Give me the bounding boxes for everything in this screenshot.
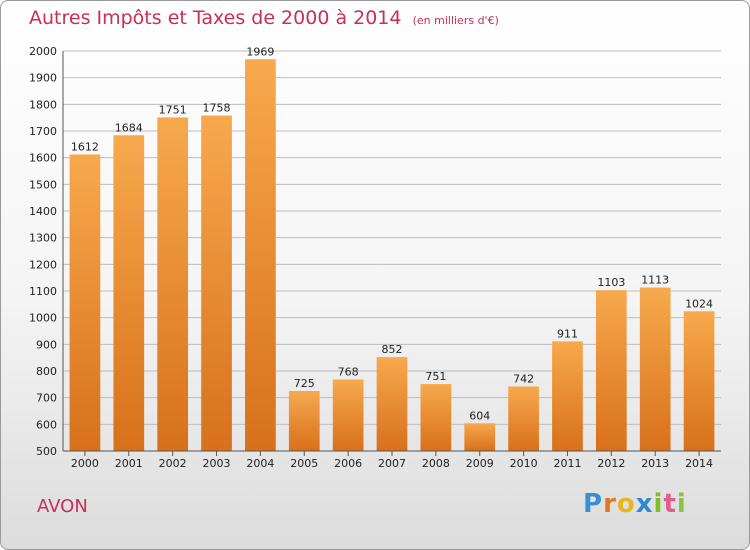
x-tick-label: 2007 — [378, 457, 406, 470]
x-tick-label: 2010 — [510, 457, 538, 470]
bar — [245, 59, 276, 452]
x-tick-label: 2005 — [290, 457, 318, 470]
bar — [595, 290, 627, 451]
bar-value-label: 742 — [513, 372, 534, 385]
axes — [62, 51, 721, 452]
y-tick-label: 700 — [36, 392, 57, 405]
bar-value-label: 604 — [469, 409, 490, 422]
x-tick-label: 2003 — [203, 457, 231, 470]
x-axis-ticks: 2000 2001 2002 2003 2004 2005 2006 2007 2008 2009… — [71, 451, 713, 470]
logo-letter: i — [676, 489, 687, 519]
bar-value-label: 1024 — [685, 297, 713, 310]
logo-letter: x — [635, 489, 654, 519]
bar — [69, 154, 101, 451]
value-labels: 1612 1684 1751 1758 1969 725 768 852 751 604 742 91… — [71, 45, 713, 422]
x-tick-label: 2009 — [466, 457, 494, 470]
x-tick-label: 2013 — [641, 457, 669, 470]
bar — [464, 423, 496, 451]
x-tick-label: 2008 — [422, 457, 450, 470]
bar-value-label: 1969 — [246, 45, 274, 58]
bar — [332, 379, 364, 451]
bar — [113, 135, 145, 451]
bar — [201, 115, 232, 452]
logo-letter: i — [653, 489, 664, 519]
bar-value-label: 1758 — [203, 102, 231, 115]
bar-value-label: 1103 — [597, 276, 625, 289]
logo-letter: t — [663, 489, 677, 519]
y-tick-label: 800 — [36, 365, 57, 378]
bar-value-label: 852 — [382, 343, 403, 356]
logo-letter: o — [616, 489, 636, 519]
y-tick-label: 1200 — [29, 258, 57, 271]
bars — [69, 59, 715, 452]
y-tick-label: 2000 — [29, 45, 57, 58]
x-tick-label: 2001 — [115, 457, 143, 470]
bar — [288, 391, 320, 451]
bar-value-label: 751 — [425, 370, 446, 383]
y-tick-label: 900 — [36, 338, 57, 351]
bar-value-label: 725 — [294, 377, 315, 390]
bar-value-label: 1612 — [71, 140, 99, 153]
bar-value-label: 768 — [338, 366, 359, 379]
bar — [420, 384, 452, 451]
commune-name: AVON — [37, 496, 88, 517]
x-tick-label: 2006 — [334, 457, 362, 470]
y-tick-label: 1800 — [29, 98, 57, 111]
chart-unit-note: (en milliers d'€) — [412, 14, 499, 27]
logo-letter: P — [583, 489, 604, 519]
y-tick-label: 500 — [36, 445, 57, 458]
bar-value-label: 1684 — [115, 121, 143, 134]
y-axis-ticks: 500 600 700 800 900 1000 1100 1200 1300 1400 1500 1… — [29, 45, 57, 458]
bar-value-label: 1751 — [159, 103, 187, 116]
y-tick-label: 1400 — [29, 205, 57, 218]
bar — [683, 311, 715, 451]
x-tick-label: 2004 — [246, 457, 274, 470]
bar — [639, 287, 671, 451]
logo-letter: r — [603, 489, 617, 519]
x-tick-label: 2011 — [553, 457, 581, 470]
y-tick-label: 1900 — [29, 72, 57, 85]
x-tick-label: 2012 — [597, 457, 625, 470]
y-tick-label: 600 — [36, 418, 57, 431]
bar — [376, 357, 408, 451]
y-tick-label: 1700 — [29, 125, 57, 138]
y-tick-label: 1500 — [29, 178, 57, 191]
y-tick-label: 1000 — [29, 312, 57, 325]
bar — [508, 386, 539, 451]
bar — [157, 117, 189, 452]
proxiti-logo: Proxiti — [583, 489, 687, 519]
chart-title: Autres Impôts et Taxes de 2000 à 2014 (e… — [29, 7, 499, 29]
x-tick-label: 2014 — [685, 457, 713, 470]
y-tick-label: 1600 — [29, 152, 57, 165]
bar — [552, 341, 583, 451]
x-tick-label: 2002 — [159, 457, 187, 470]
y-tick-label: 1100 — [29, 285, 57, 298]
y-tick-label: 1300 — [29, 232, 57, 245]
chart-title-main: Autres Impôts et Taxes de 2000 à 2014 — [29, 7, 402, 29]
bar-value-label: 911 — [557, 327, 578, 340]
bar-value-label: 1113 — [641, 274, 669, 287]
x-tick-label: 2000 — [71, 457, 99, 470]
